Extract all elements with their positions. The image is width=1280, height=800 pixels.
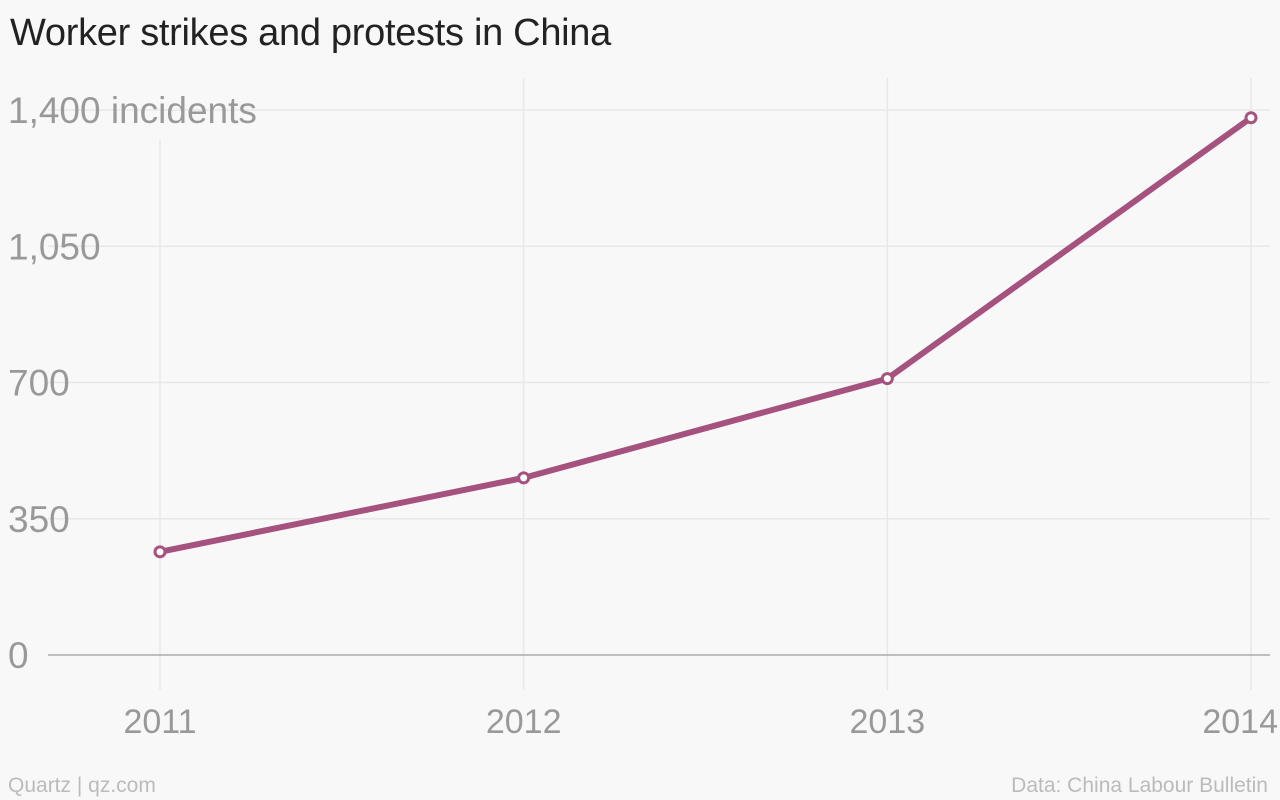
y-tick-label: 700 — [8, 363, 70, 404]
y-axis-ticks: 0 350 700 1,050 1,400 incidents — [8, 90, 257, 676]
series-line — [157, 114, 1254, 555]
data-point — [517, 471, 531, 485]
x-tick-label: 2011 — [123, 703, 196, 741]
y-tick-label: 0 — [8, 635, 29, 676]
chart-title: Worker strikes and protests in China — [10, 12, 611, 54]
data-point — [1244, 111, 1258, 125]
data-point — [153, 545, 167, 559]
series-layer — [153, 111, 1258, 559]
data-point — [880, 372, 894, 386]
x-tick-label: 2012 — [486, 703, 562, 741]
y-tick-label: 1,050 — [8, 226, 101, 267]
y-tick-label: 350 — [8, 499, 70, 540]
grid-layer — [48, 78, 1270, 690]
data-source: Data: China Labour Bulletin — [1011, 774, 1268, 797]
y-tick-label: 1,400 incidents — [8, 90, 257, 131]
x-tick-label: 2013 — [850, 703, 926, 741]
x-tick-label: 2014 — [1202, 703, 1278, 741]
x-axis-ticks: 2011 2012 2013 2014 — [123, 703, 1278, 741]
source-credit: Quartz | qz.com — [8, 774, 156, 797]
